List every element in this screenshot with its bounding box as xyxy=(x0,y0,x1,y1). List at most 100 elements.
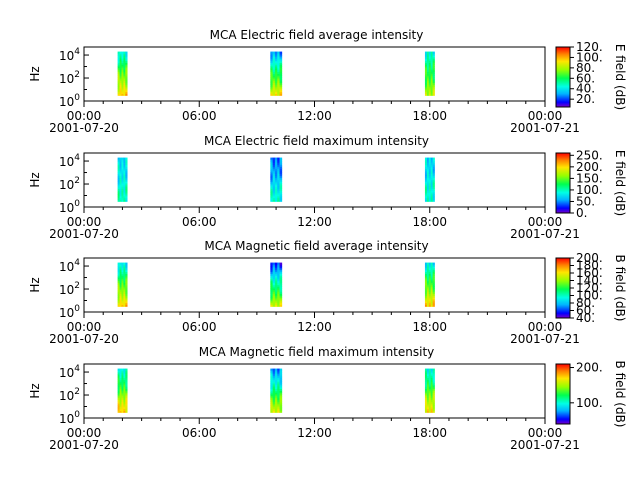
spectrogram-cell xyxy=(430,179,433,182)
spectrogram-cell xyxy=(123,90,126,93)
spectrogram-cell xyxy=(430,161,433,164)
spectrogram-cell xyxy=(426,383,430,386)
spectrogram-cell xyxy=(424,269,428,273)
spectrogram-cell xyxy=(121,53,124,56)
spectrogram-cell xyxy=(270,275,273,278)
plot-frame xyxy=(83,152,546,208)
spectrogram-cell xyxy=(424,293,428,296)
spectrogram-cell xyxy=(428,304,432,307)
spectrogram-cell xyxy=(272,301,276,304)
spectrogram-cell xyxy=(428,93,432,96)
spectrogram-cell xyxy=(117,386,120,390)
spectrogram-cell xyxy=(272,55,276,58)
spectrogram-cell xyxy=(424,159,428,162)
spectrogram-cell xyxy=(426,268,430,271)
spectrogram-cell xyxy=(119,60,122,63)
spectrogram-cell xyxy=(430,170,433,173)
spectrogram-cell xyxy=(426,290,430,293)
spectrogram-cell xyxy=(270,405,273,408)
spectrogram-cell xyxy=(424,79,428,82)
colorbar-tick-label: 50. xyxy=(576,194,595,208)
spectrogram-cell xyxy=(428,185,432,188)
spectrogram-cell xyxy=(272,386,276,390)
x-tick-label: 06:00 xyxy=(182,109,217,123)
spectrogram-cell xyxy=(426,194,430,197)
spectrogram-cell xyxy=(125,277,128,280)
spectrogram-cell xyxy=(428,375,432,379)
spectrogram-cell xyxy=(117,394,120,397)
data-block-1 xyxy=(117,368,128,413)
colorbar-tick-label: 100. xyxy=(576,183,603,197)
spectrogram-cell xyxy=(279,188,283,191)
spectrogram-cell xyxy=(117,175,120,179)
spectrogram-cell xyxy=(432,179,435,182)
spectrogram-cell xyxy=(426,386,430,390)
spectrogram-cell xyxy=(279,302,283,305)
data-block-2 xyxy=(270,51,283,96)
spectrogram-cell xyxy=(119,379,122,382)
spectrogram-cell xyxy=(121,291,124,294)
spectrogram-cell xyxy=(426,286,430,289)
spectrogram-cell xyxy=(119,302,122,305)
spectrogram-cell xyxy=(424,166,428,169)
spectrogram-cell xyxy=(277,385,280,388)
spectrogram-cell xyxy=(274,90,278,93)
spectrogram-cell xyxy=(125,386,128,390)
spectrogram-cell xyxy=(424,271,428,274)
spectrogram-cell xyxy=(279,196,283,199)
spectrogram-cell xyxy=(432,80,435,83)
spectrogram-cell xyxy=(125,368,128,371)
spectrogram-cell xyxy=(125,161,128,164)
spectrogram-cell xyxy=(432,385,435,388)
spectrogram-cell xyxy=(117,66,120,69)
spectrogram-cell xyxy=(277,297,280,300)
spectrogram-cell xyxy=(270,161,273,164)
spectrogram-cell xyxy=(432,392,435,395)
spectrogram-cell xyxy=(432,58,435,62)
spectrogram-cell xyxy=(277,399,280,402)
spectrogram-cell xyxy=(274,75,278,78)
spectrogram-cell xyxy=(123,73,126,76)
spectrogram-cell xyxy=(277,269,280,273)
spectrogram-cell xyxy=(125,288,128,291)
x-tick-label: 06:00 xyxy=(182,215,217,229)
spectrogram-cell xyxy=(277,80,280,83)
spectrogram-cell xyxy=(274,273,278,276)
spectrogram-cell xyxy=(428,280,432,284)
spectrogram-cell xyxy=(119,80,122,83)
spectrogram-cell xyxy=(121,164,124,168)
spectrogram-cell xyxy=(277,159,280,162)
spectrogram-cell xyxy=(432,84,435,87)
spectrogram-cell xyxy=(432,280,435,284)
spectrogram-cell xyxy=(426,282,430,285)
spectrogram-cell xyxy=(277,197,280,200)
spectrogram-cell xyxy=(270,188,273,191)
spectrogram-cell xyxy=(424,175,428,179)
spectrogram-cell xyxy=(270,68,273,71)
spectrogram-cell xyxy=(432,79,435,82)
spectrogram-cell xyxy=(119,175,122,179)
spectrogram-cell xyxy=(272,381,276,384)
spectrogram-cell xyxy=(277,381,280,384)
spectrogram-cell xyxy=(119,381,122,384)
spectrogram-cell xyxy=(277,185,280,188)
spectrogram-cell xyxy=(277,368,280,371)
spectrogram-cell xyxy=(274,284,278,287)
spectrogram-cell xyxy=(426,53,430,56)
spectrogram-cell xyxy=(270,397,273,400)
spectrogram-cell xyxy=(272,199,276,202)
spectrogram-cell xyxy=(277,73,280,76)
spectrogram-cell xyxy=(125,64,128,67)
spectrogram-cell xyxy=(121,73,124,76)
spectrogram-cell xyxy=(117,372,120,375)
spectrogram-cell xyxy=(274,66,278,69)
spectrogram-cell xyxy=(274,410,278,413)
spectrogram-cell xyxy=(123,388,126,391)
spectrogram-cell xyxy=(432,159,435,162)
colorbar-gradient xyxy=(555,46,571,108)
spectrogram-cell xyxy=(123,284,126,287)
spectrogram-cell xyxy=(270,73,273,76)
spectrogram-cell xyxy=(432,177,435,180)
spectrogram-cell xyxy=(119,164,122,168)
spectrogram-cell xyxy=(125,401,128,404)
